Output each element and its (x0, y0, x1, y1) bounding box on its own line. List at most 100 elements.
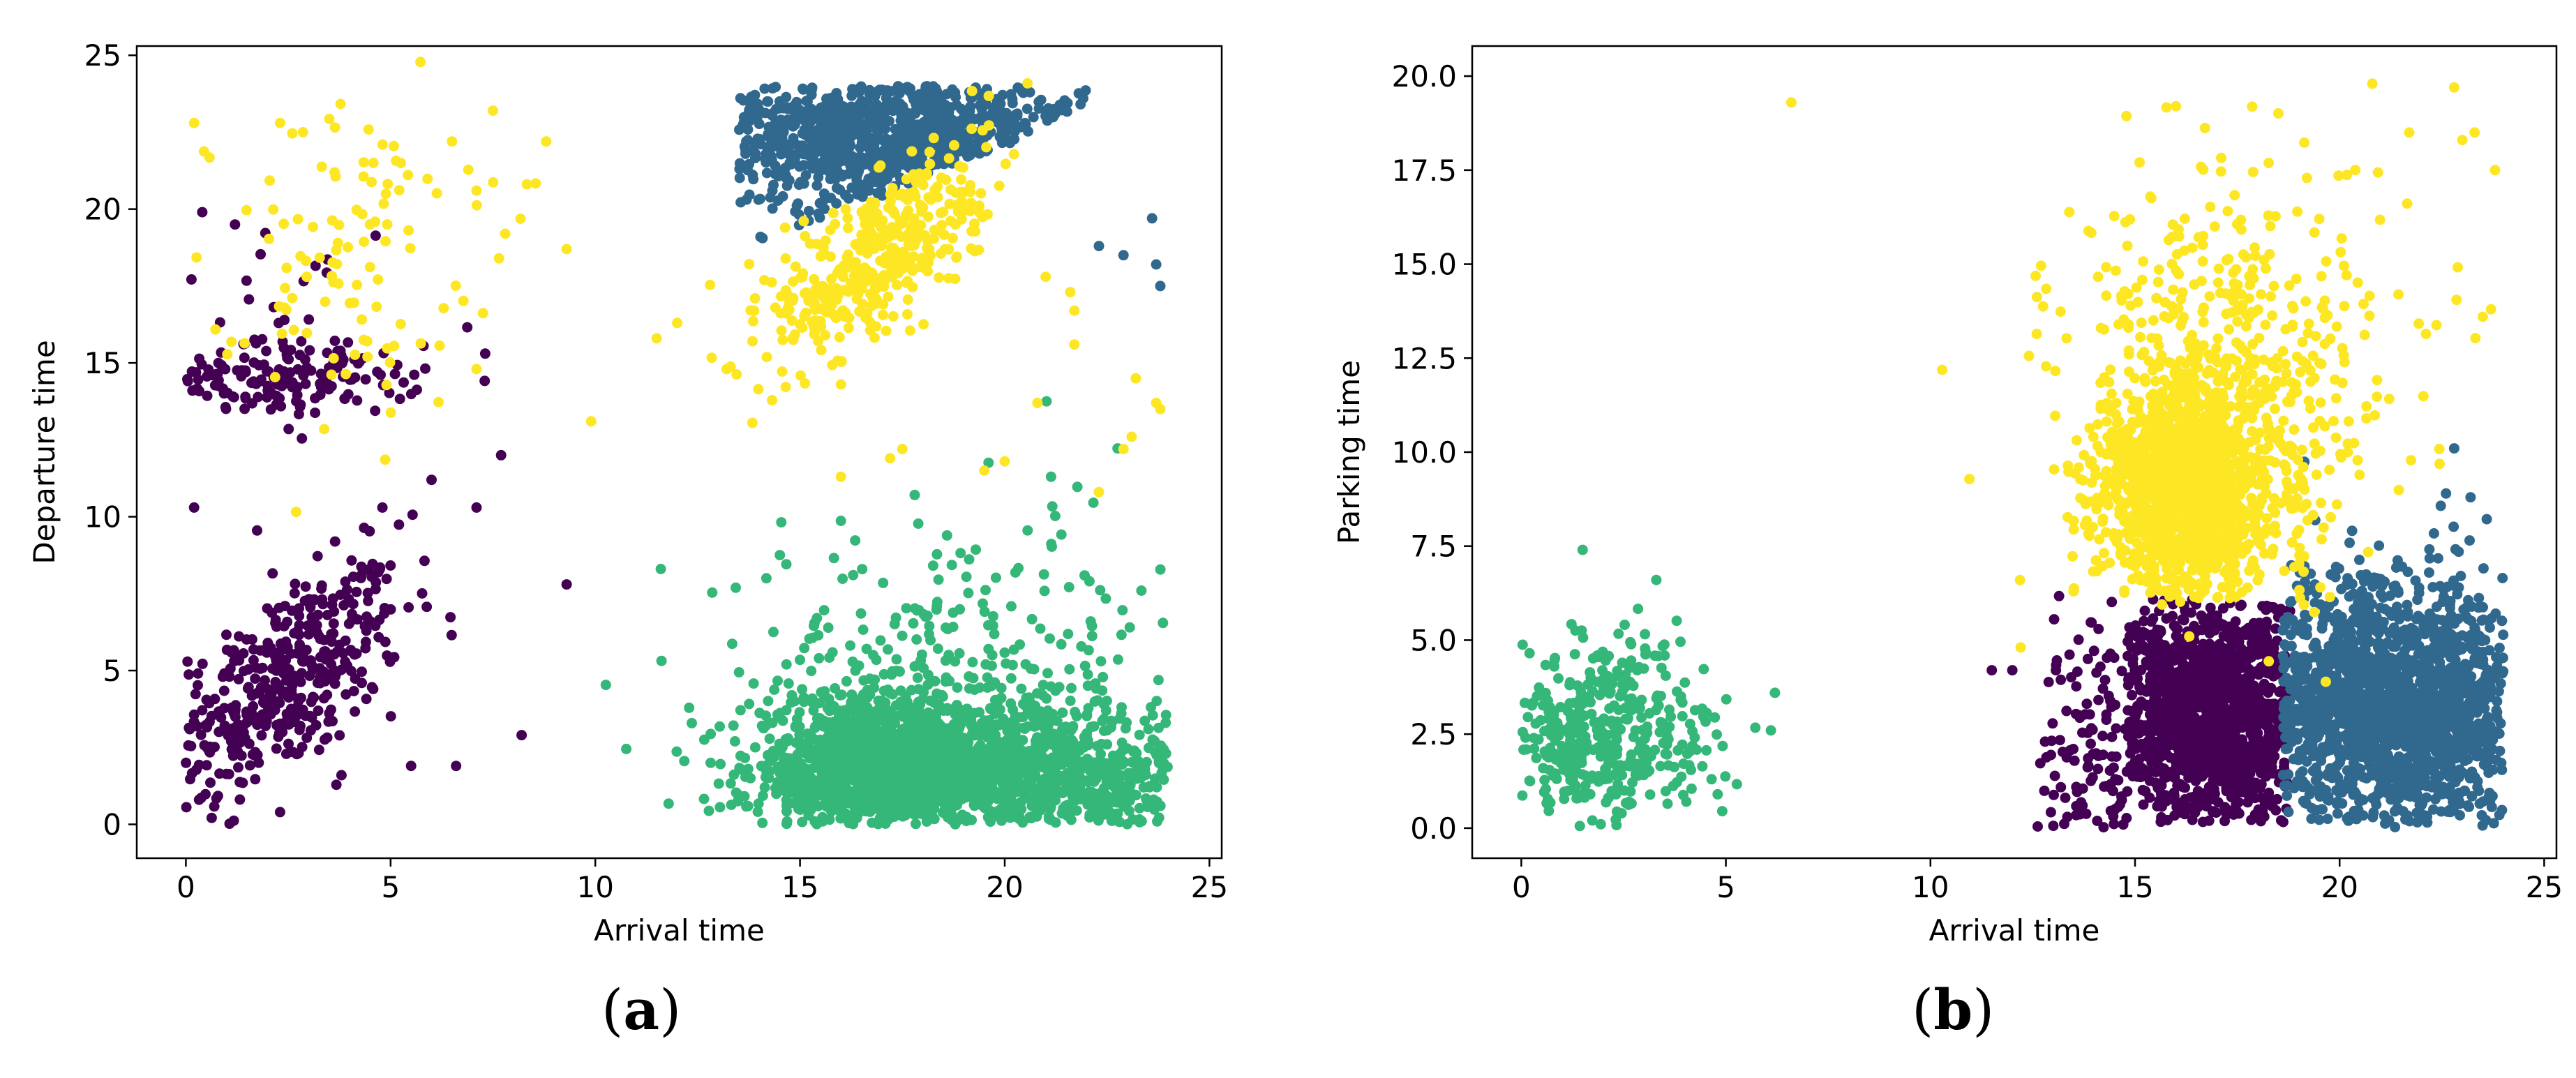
data-point (380, 454, 391, 465)
data-point (922, 211, 934, 223)
data-point (929, 719, 940, 730)
data-point (202, 390, 213, 401)
y-tick-label: 20 (84, 193, 121, 227)
data-point (1013, 779, 1024, 791)
data-point (933, 761, 944, 772)
data-point (479, 375, 491, 387)
data-point (204, 716, 215, 727)
data-point (1042, 106, 1053, 117)
data-point (840, 204, 851, 215)
data-point (809, 329, 820, 340)
data-point (964, 105, 975, 117)
data-point (1028, 112, 1039, 123)
data-point (864, 88, 875, 99)
data-point (385, 560, 396, 571)
data-point (994, 180, 1005, 191)
data-point (983, 715, 994, 726)
scatter-points (1517, 78, 2509, 833)
data-point (741, 117, 752, 128)
data-point (776, 517, 787, 528)
data-point (910, 781, 921, 793)
data-point (304, 345, 315, 356)
data-point (798, 784, 809, 795)
data-point (830, 145, 841, 156)
data-point (451, 761, 462, 772)
data-point (244, 760, 255, 771)
data-point (781, 818, 792, 830)
data-point (1071, 710, 1082, 721)
data-point (876, 240, 887, 251)
data-point (280, 749, 292, 759)
data-point (705, 279, 716, 290)
data-point (1061, 783, 1072, 794)
data-point (382, 219, 393, 230)
data-point (294, 693, 305, 704)
data-point (822, 141, 833, 152)
data-point (911, 605, 922, 616)
data-point (1035, 623, 1046, 634)
data-point (318, 666, 329, 678)
data-point (516, 730, 527, 741)
data-point (945, 216, 956, 227)
data-point (800, 288, 810, 299)
data-point (923, 192, 934, 203)
data-point (403, 225, 414, 236)
data-point (377, 502, 388, 513)
data-point (211, 793, 222, 804)
data-point (1075, 793, 1086, 804)
data-point (315, 368, 327, 380)
data-point (936, 220, 948, 231)
data-point (908, 251, 919, 262)
data-point (255, 663, 266, 674)
data-point (788, 754, 799, 765)
data-point (257, 712, 269, 724)
data-point (705, 728, 717, 740)
data-point (290, 578, 301, 590)
data-point (934, 272, 945, 283)
data-point (1041, 396, 1052, 407)
data-point (766, 154, 777, 165)
data-point (846, 759, 858, 770)
data-point (963, 751, 974, 763)
data-point (801, 96, 812, 107)
data-point (818, 605, 830, 616)
data-point (793, 104, 804, 115)
data-point (293, 409, 304, 420)
data-point (381, 574, 392, 585)
data-point (793, 791, 804, 802)
data-point (871, 654, 882, 666)
data-point (1019, 751, 1031, 762)
data-point (782, 733, 793, 744)
data-point (687, 717, 697, 728)
data-point (294, 350, 306, 361)
data-point (846, 130, 857, 142)
data-point (942, 705, 953, 716)
data-point (385, 407, 396, 418)
data-point (347, 599, 359, 610)
data-point (438, 303, 449, 314)
data-point (316, 161, 327, 172)
data-point (888, 797, 898, 808)
data-point (733, 667, 744, 678)
data-point (234, 794, 246, 805)
data-point (271, 743, 282, 754)
data-point (828, 553, 839, 564)
data-point (902, 294, 913, 305)
data-point (319, 424, 330, 435)
data-point (1007, 770, 1018, 781)
data-point (1054, 682, 1065, 693)
data-point (877, 309, 888, 320)
data-point (294, 724, 305, 735)
data-point (752, 133, 763, 144)
data-point (707, 587, 718, 598)
data-point (389, 652, 400, 663)
data-point (745, 772, 756, 784)
data-point (862, 784, 872, 795)
data-point (793, 776, 804, 787)
data-point (1057, 707, 1068, 718)
x-tick-label: 15 (781, 870, 818, 904)
data-point (983, 812, 994, 823)
data-point (327, 649, 338, 660)
data-point (885, 242, 897, 253)
data-point (749, 742, 761, 753)
